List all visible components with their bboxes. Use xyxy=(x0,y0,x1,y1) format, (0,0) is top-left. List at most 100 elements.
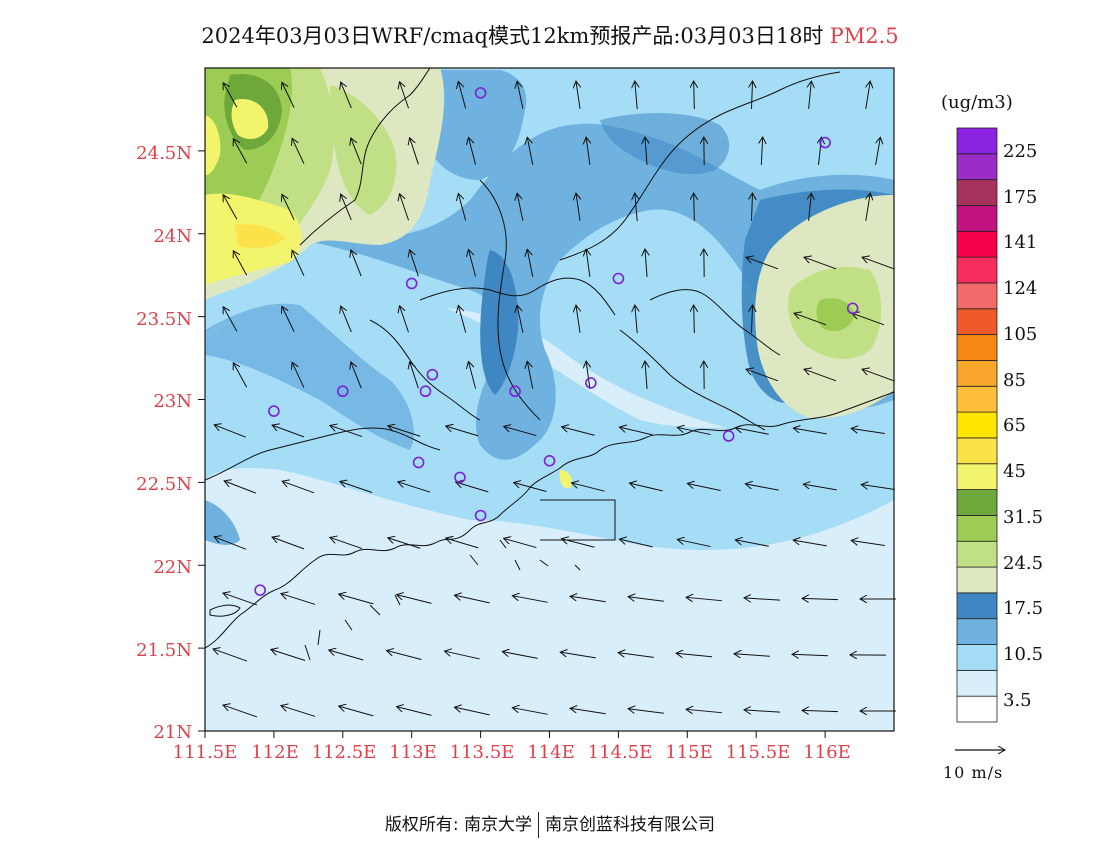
wind-arrow xyxy=(214,425,247,438)
wind-arrow xyxy=(862,369,895,382)
wind-arrow xyxy=(527,137,534,165)
wind-arrow xyxy=(468,137,477,165)
colorbar-label: 3.5 xyxy=(1003,690,1032,711)
wind-arrow xyxy=(803,484,837,491)
wind-arrow xyxy=(388,538,421,549)
wind-arrow xyxy=(233,363,248,388)
wind-arrow xyxy=(852,313,885,326)
station-marker xyxy=(336,385,349,398)
wind-arrow xyxy=(282,82,295,108)
wind-arrow xyxy=(677,539,711,548)
wind-arrow xyxy=(292,250,305,276)
colorbar-swatch xyxy=(956,514,998,542)
colorbar-swatch xyxy=(956,644,998,671)
colorbar-unit: (ug/m3) xyxy=(941,92,1013,113)
wind-arrow xyxy=(645,137,647,165)
colorbar-swatch xyxy=(956,205,998,232)
wind-arrow xyxy=(214,537,247,550)
colorbar-label: 85 xyxy=(1003,370,1026,391)
lat-label: 24.5N xyxy=(136,143,192,164)
wind-arrow xyxy=(570,596,606,603)
wind-arrow xyxy=(746,257,779,270)
wind-arrow xyxy=(213,649,248,662)
wind-arrow xyxy=(570,708,606,715)
colorbar-label: 24.5 xyxy=(1003,553,1044,574)
wind-arrow xyxy=(687,483,721,492)
wind-arrow xyxy=(686,709,722,712)
wind-arrow xyxy=(576,81,580,109)
wind-arrow xyxy=(866,193,870,221)
axis-ticks xyxy=(198,150,826,738)
wind-arrow xyxy=(735,428,769,435)
wind-arrow xyxy=(351,362,362,389)
wind-arrow xyxy=(512,596,548,603)
wind-arrow xyxy=(792,654,829,655)
wind-arrow xyxy=(458,193,467,221)
lat-label: 21.5N xyxy=(136,640,192,661)
wind-arrow xyxy=(586,137,590,165)
wind-arrow xyxy=(677,427,711,436)
station-marker xyxy=(474,509,487,522)
copyright-left: 版权所有: 南京大学 xyxy=(384,815,533,835)
colorbar-swatch xyxy=(956,385,998,413)
lat-label: 22.5N xyxy=(136,474,192,495)
wind-arrow xyxy=(458,81,467,109)
colorbar-label: 31.5 xyxy=(1003,507,1044,528)
station-marker xyxy=(454,471,466,484)
wind-arrow xyxy=(340,481,373,493)
wind-arrow xyxy=(329,650,364,661)
colorbar-swatch xyxy=(956,618,998,645)
wind-arrow xyxy=(809,193,812,221)
wind-arrow xyxy=(398,482,431,493)
wind-arrow xyxy=(851,428,885,435)
wind-arrow xyxy=(517,193,524,221)
colorbar-swatch xyxy=(956,437,998,465)
wind-arrow xyxy=(387,651,422,660)
station-marker xyxy=(722,430,735,442)
wind-arrow xyxy=(745,484,779,491)
wind-arrow xyxy=(292,138,305,164)
wind-arrow xyxy=(875,137,881,165)
wind-arrow xyxy=(794,313,827,326)
colorbar-swatch xyxy=(956,334,998,361)
station-marker xyxy=(585,377,597,389)
lon-label: 112E xyxy=(251,742,299,763)
colorbar-swatch xyxy=(956,592,998,620)
wind-arrow xyxy=(744,598,780,600)
colorbar-label: 225 xyxy=(1003,141,1038,162)
wind-arrow xyxy=(793,540,827,547)
colorbar-swatch xyxy=(956,256,998,284)
wind-arrow xyxy=(686,597,722,600)
wind-arrow xyxy=(512,708,548,715)
wind-arrow xyxy=(676,653,712,657)
copyright-footer: 版权所有: 南京大学 南京创蓝科技有限公司 xyxy=(0,810,1100,838)
colorbar-swatch xyxy=(956,282,998,310)
colorbar-label: 124 xyxy=(1003,278,1038,299)
wind-arrow xyxy=(802,598,839,599)
wind-arrow xyxy=(576,193,580,221)
wind-arrow xyxy=(446,538,479,549)
colorbar xyxy=(956,127,998,723)
monitoring-stations xyxy=(254,87,859,596)
station-marker xyxy=(254,584,266,596)
colorbar-swatch xyxy=(956,489,998,516)
wind-arrow xyxy=(560,652,596,659)
wind-arrow xyxy=(339,594,374,605)
wind-arrow xyxy=(410,250,419,277)
wind-arrow xyxy=(694,81,695,110)
wind-arrow xyxy=(734,654,770,656)
wind-arrow xyxy=(629,483,663,492)
wind-arrow xyxy=(619,427,653,436)
colorbar-swatch xyxy=(956,308,998,336)
wind-arrow xyxy=(619,539,653,548)
pm25-field xyxy=(205,68,894,731)
wind-arrow xyxy=(281,706,316,717)
colorbar-swatch xyxy=(956,153,998,181)
wind-arrow xyxy=(514,482,547,492)
station-marker xyxy=(419,385,432,398)
wind-arrow xyxy=(223,307,238,332)
wind-arrow xyxy=(341,194,352,221)
copyright-right: 南京创蓝科技有限公司 xyxy=(545,815,716,835)
lon-label: 113.5E xyxy=(449,742,515,763)
station-marker xyxy=(268,405,280,417)
